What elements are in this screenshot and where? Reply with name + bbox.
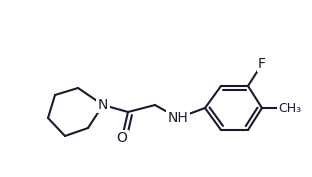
Text: F: F [258,57,266,71]
Text: NH: NH [168,111,188,125]
Text: O: O [117,131,127,145]
Text: CH₃: CH₃ [278,101,302,115]
Text: N: N [98,98,108,112]
